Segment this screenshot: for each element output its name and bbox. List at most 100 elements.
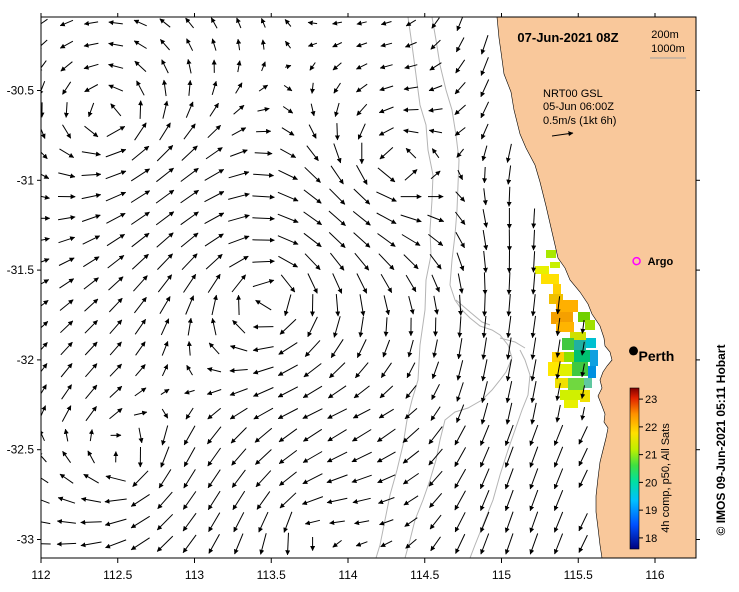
- current-vector: [379, 64, 393, 70]
- current-vector: [259, 533, 267, 555]
- plot-frame: [40, 16, 697, 559]
- current-vector: [428, 426, 443, 445]
- current-vector: [553, 424, 564, 446]
- current-vector: [553, 511, 564, 533]
- current-vector: [456, 404, 465, 423]
- contour-200m-a: [404, 17, 513, 558]
- current-vector: [236, 60, 242, 73]
- current-legend-arrow: [551, 131, 574, 137]
- current-vector: [555, 296, 561, 315]
- current-vector: [282, 106, 294, 114]
- current-vector: [404, 408, 418, 420]
- current-vector: [406, 362, 416, 379]
- current-vector: [138, 100, 144, 119]
- y-tick-label: -32: [17, 353, 35, 367]
- current-vector: [207, 124, 221, 139]
- current-vector: [408, 295, 415, 315]
- current-vector: [204, 191, 225, 203]
- current-vector: [253, 407, 274, 420]
- current-vector: [303, 428, 323, 442]
- current-vector: [480, 101, 490, 119]
- current-vector: [504, 489, 514, 512]
- current-vector: [156, 513, 174, 531]
- current-vector: [41, 236, 50, 242]
- current-vector: [328, 232, 346, 248]
- current-vector: [401, 234, 421, 246]
- current-vector: [161, 425, 169, 446]
- current-vector: [230, 427, 247, 444]
- current-vector: [553, 490, 564, 511]
- current-vector: [131, 232, 150, 248]
- current-vector: [256, 128, 272, 134]
- current-vector: [454, 468, 467, 489]
- current-vector: [277, 408, 299, 420]
- current-vector: [304, 166, 321, 183]
- current-vector: [405, 41, 417, 48]
- current-vector: [352, 429, 372, 442]
- x-tick-label: 113.5: [257, 568, 286, 582]
- current-vector: [205, 253, 223, 270]
- current-vector: [41, 405, 46, 418]
- current-vector: [332, 20, 342, 26]
- current-vector: [60, 320, 74, 334]
- sst-cell: [564, 400, 578, 408]
- current-vector: [130, 515, 150, 529]
- current-vector: [208, 512, 221, 532]
- current-vector: [454, 81, 466, 95]
- current-vector: [183, 425, 196, 446]
- current-vector: [351, 474, 372, 484]
- current-vector: [334, 102, 340, 118]
- current-vector: [429, 62, 442, 71]
- current-vector: [59, 473, 74, 484]
- current-vector: [279, 318, 297, 335]
- current-vector: [355, 541, 368, 547]
- sst-cell: [560, 364, 572, 376]
- sst-cell: [588, 366, 596, 378]
- current-vector: [280, 148, 297, 158]
- current-vector: [252, 194, 275, 200]
- current-vector: [230, 344, 248, 352]
- sst-cell: [556, 322, 574, 332]
- y-tick-label: -31: [17, 173, 35, 187]
- current-vector: [185, 17, 194, 29]
- current-vector: [456, 338, 463, 360]
- current-vector: [356, 339, 367, 358]
- current-vector: [428, 128, 443, 134]
- current-vector: [135, 341, 146, 356]
- current-vector: [427, 214, 445, 223]
- current-vector: [578, 513, 588, 532]
- current-vector: [328, 210, 346, 226]
- current-vector: [108, 41, 124, 47]
- current-vector: [108, 84, 124, 92]
- current-vector: [354, 520, 370, 526]
- current-vector: [429, 253, 442, 270]
- current-vector: [131, 211, 150, 225]
- current-vector: [277, 191, 299, 202]
- current-vector: [157, 274, 173, 293]
- current-vector: [205, 147, 223, 160]
- current-vector: [529, 511, 539, 533]
- current-vector: [555, 361, 561, 380]
- current-vector: [480, 511, 490, 533]
- current-vector: [236, 294, 242, 316]
- colorbar-tick-label: 21: [645, 450, 657, 462]
- colorbar-caption: 4h comp, p50, All Sats: [660, 423, 672, 533]
- current-vector: [555, 404, 561, 423]
- current-vector: [61, 384, 73, 400]
- current-vector: [352, 497, 371, 504]
- current-vector: [236, 38, 242, 51]
- current-vector: [108, 63, 124, 69]
- current-vector: [530, 337, 537, 360]
- current-vector: [110, 103, 122, 117]
- current-vector: [233, 512, 245, 533]
- current-vector: [530, 315, 536, 339]
- current-vector: [81, 151, 101, 157]
- current-vector: [356, 273, 368, 294]
- current-vector: [353, 232, 371, 248]
- current-vector: [41, 300, 49, 307]
- current-vector: [380, 42, 393, 48]
- current-vector: [84, 320, 98, 334]
- current-vector: [402, 427, 420, 443]
- sst-cell: [541, 274, 559, 284]
- current-vector: [378, 408, 394, 419]
